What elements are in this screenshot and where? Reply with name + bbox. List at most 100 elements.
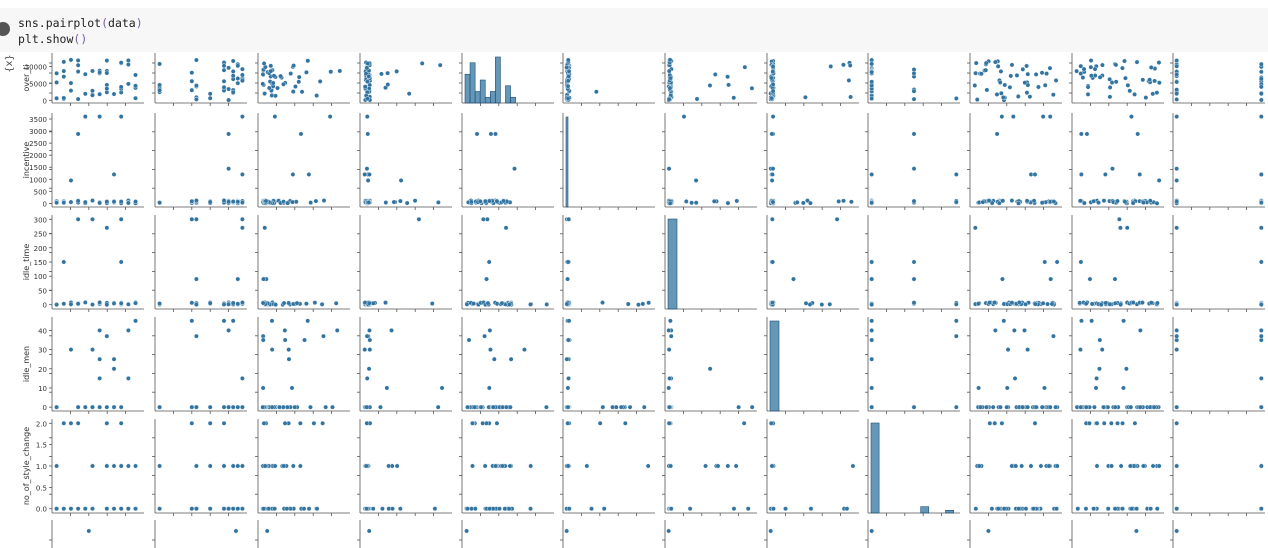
scatter-point — [683, 199, 689, 204]
scatter-point — [666, 96, 672, 102]
scatter-point — [869, 385, 875, 391]
scatter-point — [1000, 276, 1005, 282]
scatter-point — [1134, 59, 1140, 65]
scatter-point — [1123, 366, 1129, 372]
scatter-point — [261, 420, 267, 426]
scatter-point — [1130, 200, 1136, 206]
scatter-point — [221, 198, 227, 203]
run-cell-button[interactable] — [0, 22, 10, 36]
scatter-point — [1258, 200, 1264, 205]
scatter-point — [362, 347, 368, 353]
histogram-bar — [495, 56, 501, 104]
code-token: ) — [80, 32, 88, 46]
scatter-point — [770, 81, 776, 87]
scatter-point — [235, 301, 241, 307]
scatter-point — [1080, 75, 1086, 80]
scatter-point — [125, 328, 131, 333]
scatter-point — [1156, 80, 1162, 86]
scatter-point — [379, 71, 384, 77]
scatter-point — [337, 68, 343, 74]
scatter-point — [263, 198, 269, 204]
scatter-point — [995, 506, 1001, 512]
scatter-point — [1100, 62, 1105, 68]
scatter-point — [1174, 225, 1180, 231]
scatter-point — [1023, 506, 1029, 512]
scatter-point — [1097, 366, 1102, 372]
scatter-point — [1094, 375, 1099, 381]
scatter-point — [487, 328, 493, 333]
scatter-point — [1083, 506, 1089, 512]
scatter-point — [82, 114, 88, 120]
scatter-point — [1132, 420, 1138, 426]
scatter-point — [869, 69, 875, 75]
scatter-point — [770, 114, 776, 120]
scatter-point — [230, 73, 236, 79]
scatter-point — [869, 337, 875, 343]
scatter-point — [565, 337, 571, 343]
scatter-point — [1014, 73, 1020, 78]
scatter-point — [226, 65, 232, 71]
axis-label-y: over_ti — [22, 64, 31, 91]
scatter-point — [367, 328, 372, 333]
code-line-1[interactable]: sns.pairplot(data) — [18, 16, 143, 30]
scatter-point — [998, 90, 1004, 96]
y-tick-label: 3000 — [29, 128, 47, 136]
scatter-point — [869, 79, 875, 85]
scatter-point — [1137, 172, 1143, 177]
scatter-point — [1016, 506, 1022, 512]
scatter-point — [1154, 200, 1160, 206]
scatter-point — [297, 463, 303, 469]
scatter-point — [82, 300, 88, 305]
scatter-point — [745, 506, 751, 512]
scatter-point — [1002, 82, 1008, 88]
scatter-point — [406, 91, 412, 97]
scatter-point — [278, 73, 283, 79]
scatter-point — [1053, 78, 1059, 83]
scatter-point — [286, 300, 292, 306]
scatter-point — [846, 78, 852, 83]
scatter-point — [627, 404, 633, 410]
scatter-point — [54, 302, 59, 308]
scatter-point — [282, 337, 288, 343]
scatter-point — [749, 85, 755, 91]
scatter-point — [289, 385, 295, 391]
scatter-point — [600, 404, 606, 410]
scatter-point — [1025, 404, 1031, 410]
histogram-bar — [469, 62, 476, 104]
scatter-point — [284, 404, 290, 410]
scatter-point — [783, 506, 788, 512]
scatter-point — [104, 463, 110, 469]
scatter-point — [1101, 404, 1106, 410]
scatter-point — [97, 69, 103, 75]
scatter-point — [1140, 77, 1146, 83]
scatter-point — [104, 333, 110, 339]
scatter-point — [284, 506, 290, 512]
scatter-point — [1108, 420, 1114, 426]
scatter-point — [429, 301, 435, 306]
scatter-point — [1008, 73, 1014, 79]
scatter-point — [1116, 216, 1122, 222]
scatter-point — [189, 87, 195, 93]
code-cell[interactable]: sns.pairplot(data) plt.show() — [0, 8, 1268, 52]
scatter-point — [391, 199, 397, 205]
scatter-point — [741, 420, 747, 426]
scatter-point — [260, 71, 266, 77]
scatter-point — [118, 199, 124, 205]
scatter-point — [90, 404, 95, 410]
scatter-point — [239, 172, 245, 177]
scatter-point — [1258, 328, 1264, 333]
scatter-point — [133, 83, 138, 89]
scatter-point — [362, 172, 368, 177]
scatter-point — [378, 404, 383, 410]
scatter-point — [1110, 166, 1115, 172]
scatter-point — [1122, 199, 1128, 205]
scatter-point — [367, 172, 372, 177]
scatter-point — [566, 375, 571, 381]
code-line-2[interactable]: plt.show() — [18, 32, 87, 46]
scatter-point — [97, 114, 103, 120]
scatter-point — [239, 225, 245, 231]
scatter-point — [999, 114, 1005, 120]
scatter-point — [75, 420, 81, 426]
scatter-point — [235, 404, 241, 410]
scatter-point — [1135, 131, 1141, 137]
